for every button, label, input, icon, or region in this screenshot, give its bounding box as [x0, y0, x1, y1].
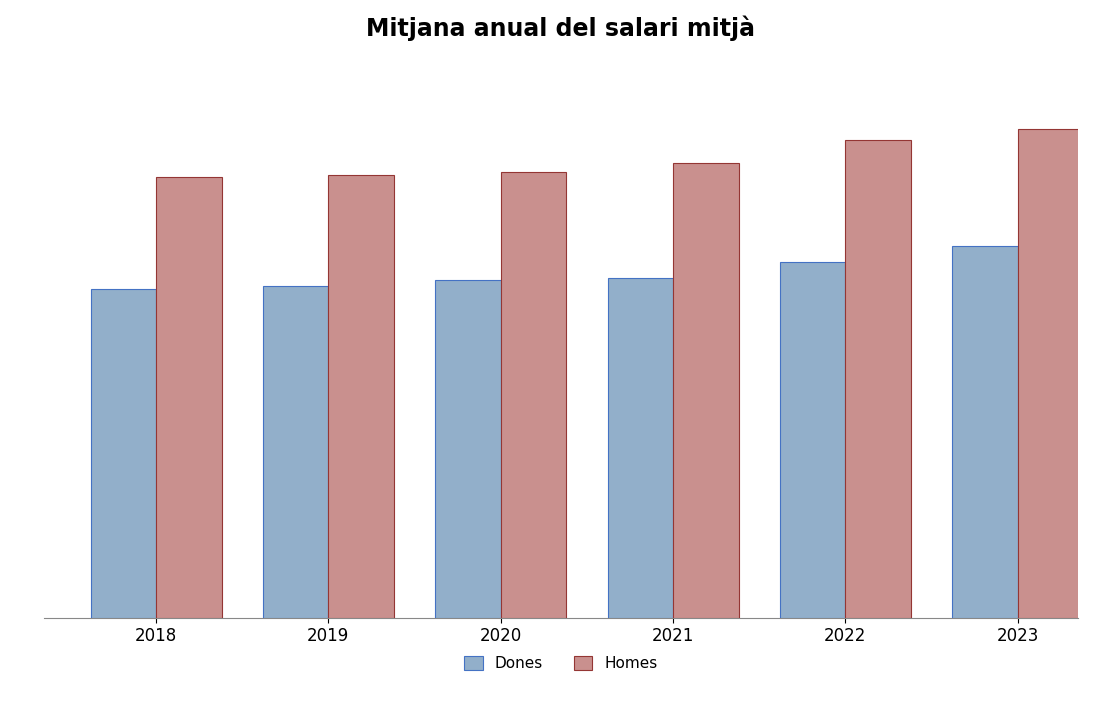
Title: Mitjana anual del salari mitjà: Mitjana anual del salari mitjà [366, 16, 756, 41]
Bar [953, 246, 1018, 618]
Bar [156, 177, 221, 618]
Bar [780, 262, 845, 618]
Bar [500, 173, 566, 618]
Bar [673, 163, 738, 618]
Legend: Dones, Homes: Dones, Homes [459, 650, 663, 677]
Bar [263, 286, 328, 618]
Bar [1018, 129, 1084, 618]
Bar [845, 140, 911, 618]
Bar [436, 280, 500, 618]
Bar [328, 175, 394, 618]
Bar [607, 278, 673, 618]
Bar [90, 289, 156, 618]
